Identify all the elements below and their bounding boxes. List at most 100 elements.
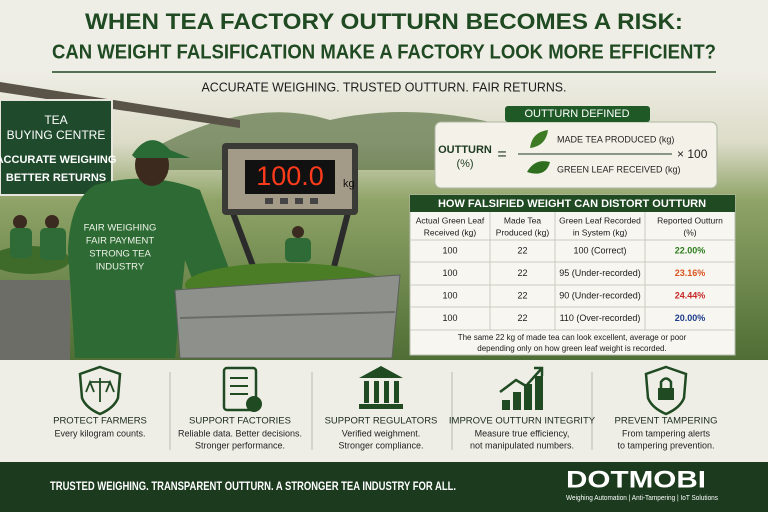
table-cell: 100 — [442, 290, 457, 300]
formula-unit: (%) — [456, 158, 473, 170]
sign-text: BETTER RETURNS — [6, 172, 106, 184]
benefit-title: SUPPORT FACTORIES — [189, 416, 291, 427]
benefit-text: to tampering prevention. — [617, 440, 714, 450]
benefit-title: SUPPORT REGULATORS — [325, 416, 438, 427]
table-cell: 100 — [442, 245, 457, 255]
table-box — [409, 194, 736, 356]
table-note: depending only on how green leaf weight … — [477, 344, 666, 353]
roof — [0, 82, 240, 128]
benefit-text: From tampering alerts — [622, 428, 711, 438]
brand-services: Weighing Automation | Anti-Tampering | I… — [566, 493, 718, 502]
worker — [45, 215, 59, 229]
title: WHEN TEA FACTORY OUTTURN BECOMES A RISK: — [85, 9, 683, 34]
building-column — [364, 381, 369, 403]
sign-text: ACCURATE WEIGHING — [0, 154, 116, 166]
footer-slogan: TRUSTED WEIGHING. TRANSPARENT OUTTURN. A… — [50, 479, 456, 493]
sign-board — [0, 99, 113, 196]
scale-button — [295, 198, 303, 204]
chart-bar-icon — [513, 392, 521, 410]
formula-multiplier: × 100 — [677, 147, 708, 161]
formula-term: OUTTURN — [438, 144, 492, 156]
building-column — [394, 381, 399, 403]
worker — [285, 238, 311, 262]
footer-bar — [0, 462, 768, 512]
sign-text: BUYING CENTRE — [7, 128, 106, 142]
brand: DOTMOBI — [566, 466, 706, 493]
table-cell: 22 — [517, 290, 527, 300]
person — [68, 178, 235, 358]
benefit-text: Reliable data. Better decisions. — [178, 428, 302, 438]
formula-denominator: GREEN LEAF RECEIVED (kg) — [557, 164, 681, 174]
column-header: (%) — [683, 227, 696, 237]
column-header: Actual Green Leaf — [416, 215, 485, 225]
benefit-title: PROTECT FARMERS — [53, 416, 147, 427]
building-column — [384, 381, 389, 403]
chart-bar-icon — [524, 384, 532, 410]
formula-label: OUTTURN DEFINED — [524, 108, 629, 120]
table-cell: 20.00% — [675, 313, 706, 323]
table-left — [0, 280, 70, 360]
benefit-text: Verified weighment. — [342, 428, 421, 438]
chart-bar-icon — [535, 376, 543, 410]
table-cell: 100 (Correct) — [573, 245, 626, 255]
column-header: Green Leaf Recorded — [559, 215, 641, 225]
shirt-text: FAIR PAYMENT — [86, 236, 154, 247]
table-cell: 95 (Under-recorded) — [559, 268, 641, 278]
scale-reading: 100.0 — [256, 161, 324, 191]
worker — [10, 228, 32, 258]
check-icon — [246, 396, 262, 412]
leaf-icon — [530, 130, 548, 148]
table-title: HOW FALSIFIED WEIGHT CAN DISTORT OUTTURN — [438, 198, 706, 210]
benefit-text: Stronger compliance. — [338, 440, 423, 450]
scales-icon — [85, 378, 115, 402]
scale-button — [265, 198, 273, 204]
leaf-icon — [527, 161, 550, 174]
building-base — [359, 404, 403, 409]
subtitle: CAN WEIGHT FALSIFICATION MAKE A FACTORY … — [52, 41, 716, 63]
column-header: in System (kg) — [573, 227, 627, 237]
table-header-bar — [410, 195, 735, 212]
table-cell: 110 (Over-recorded) — [560, 313, 641, 323]
worker — [292, 226, 304, 238]
building-column — [374, 381, 379, 403]
worker — [13, 215, 27, 229]
scale-button — [280, 198, 288, 204]
shield-icon — [644, 365, 688, 416]
column-header: Made Tea — [504, 215, 541, 225]
sign-text: TEA — [44, 113, 67, 127]
tagline: ACCURATE WEIGHING. TRUSTED OUTTURN. FAIR… — [202, 79, 567, 94]
shirt-text: FAIR WEIGHING — [84, 223, 157, 234]
formula-numerator: MADE TEA PRODUCED (kg) — [557, 134, 674, 144]
crate-edge — [179, 311, 396, 319]
table-cell: 90 (Under-recorded) — [559, 290, 641, 300]
chart-bar-icon — [502, 400, 510, 410]
table-cell: 22 — [517, 245, 527, 255]
benefit-title: PREVENT TAMPERING — [615, 416, 718, 427]
table-cell: 100 — [442, 313, 457, 323]
trend-arrow — [499, 366, 544, 393]
scale-display — [245, 160, 335, 194]
table-cell: 100 — [442, 268, 457, 278]
clipboard-icon — [222, 366, 258, 412]
table-note: The same 22 kg of made tea can look exce… — [458, 333, 687, 342]
table-cell: 22 — [517, 268, 527, 278]
formula-label-bg — [505, 106, 650, 122]
benefit-text: not manipulated numbers. — [470, 440, 574, 450]
benefit-title: IMPROVE OUTTURN INTEGRITY — [449, 416, 596, 427]
formula-equals: = — [497, 146, 506, 163]
person-cap — [132, 140, 190, 158]
scale-unit: kg — [343, 178, 355, 190]
table-cell: 23.16% — [675, 268, 706, 278]
benefit-text: Every kilogram counts. — [54, 428, 145, 438]
shield-icon — [78, 365, 122, 416]
table-cell: 22 — [517, 313, 527, 323]
shirt-text: STRONG TEA — [89, 249, 151, 260]
lock-icon — [659, 377, 673, 388]
column-header: Produced (kg) — [496, 227, 550, 237]
table-cell: 24.44% — [675, 290, 706, 300]
building-icon — [359, 366, 403, 378]
benefit-text: Stronger performance. — [195, 440, 285, 450]
table-cell: 22.00% — [675, 245, 706, 255]
lock-icon — [658, 388, 674, 400]
